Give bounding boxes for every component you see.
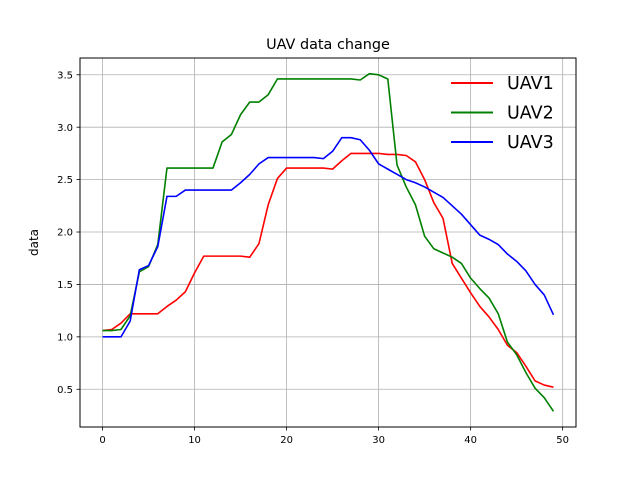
series-lines	[102, 72, 555, 412]
x-tick-label: 10	[188, 435, 201, 446]
y-tick-label: 0.5	[57, 385, 73, 396]
legend-label: UAV3	[507, 133, 554, 153]
x-tick-label: 50	[556, 435, 569, 446]
legend-label: UAV2	[507, 104, 554, 124]
y-tick-label: 3.5	[57, 70, 73, 81]
legend: UAV1 UAV2 UAV3	[451, 74, 554, 153]
chart-title: UAV data change	[266, 37, 390, 53]
legend-item-uav1: UAV1	[451, 74, 554, 94]
plot-frame	[79, 57, 577, 428]
series-line-uav2	[102, 72, 555, 412]
legend-item-uav3: UAV3	[451, 133, 554, 153]
x-tick-label: 30	[372, 435, 385, 446]
series-line-uav3	[102, 136, 555, 338]
y-axis-label: data	[27, 229, 41, 256]
x-tick-label: 0	[99, 435, 105, 446]
y-tick-label: 2.5	[57, 175, 73, 186]
y-tick-label: 3.0	[57, 123, 73, 134]
series-line-uav1	[102, 152, 554, 388]
y-tick-label: 1.5	[57, 280, 73, 291]
axis-ticks: 0 10 20 30 40 50 0.5 1.0 1.5 2.0 2.5 3.0 3.5	[57, 70, 569, 446]
x-tick-label: 40	[464, 435, 477, 446]
grid	[80, 58, 576, 427]
y-tick-label: 1.0	[57, 332, 73, 343]
legend-label: UAV1	[507, 74, 554, 94]
y-tick-label: 2.0	[57, 228, 73, 239]
x-tick-label: 20	[280, 435, 293, 446]
legend-item-uav2: UAV2	[451, 104, 554, 124]
